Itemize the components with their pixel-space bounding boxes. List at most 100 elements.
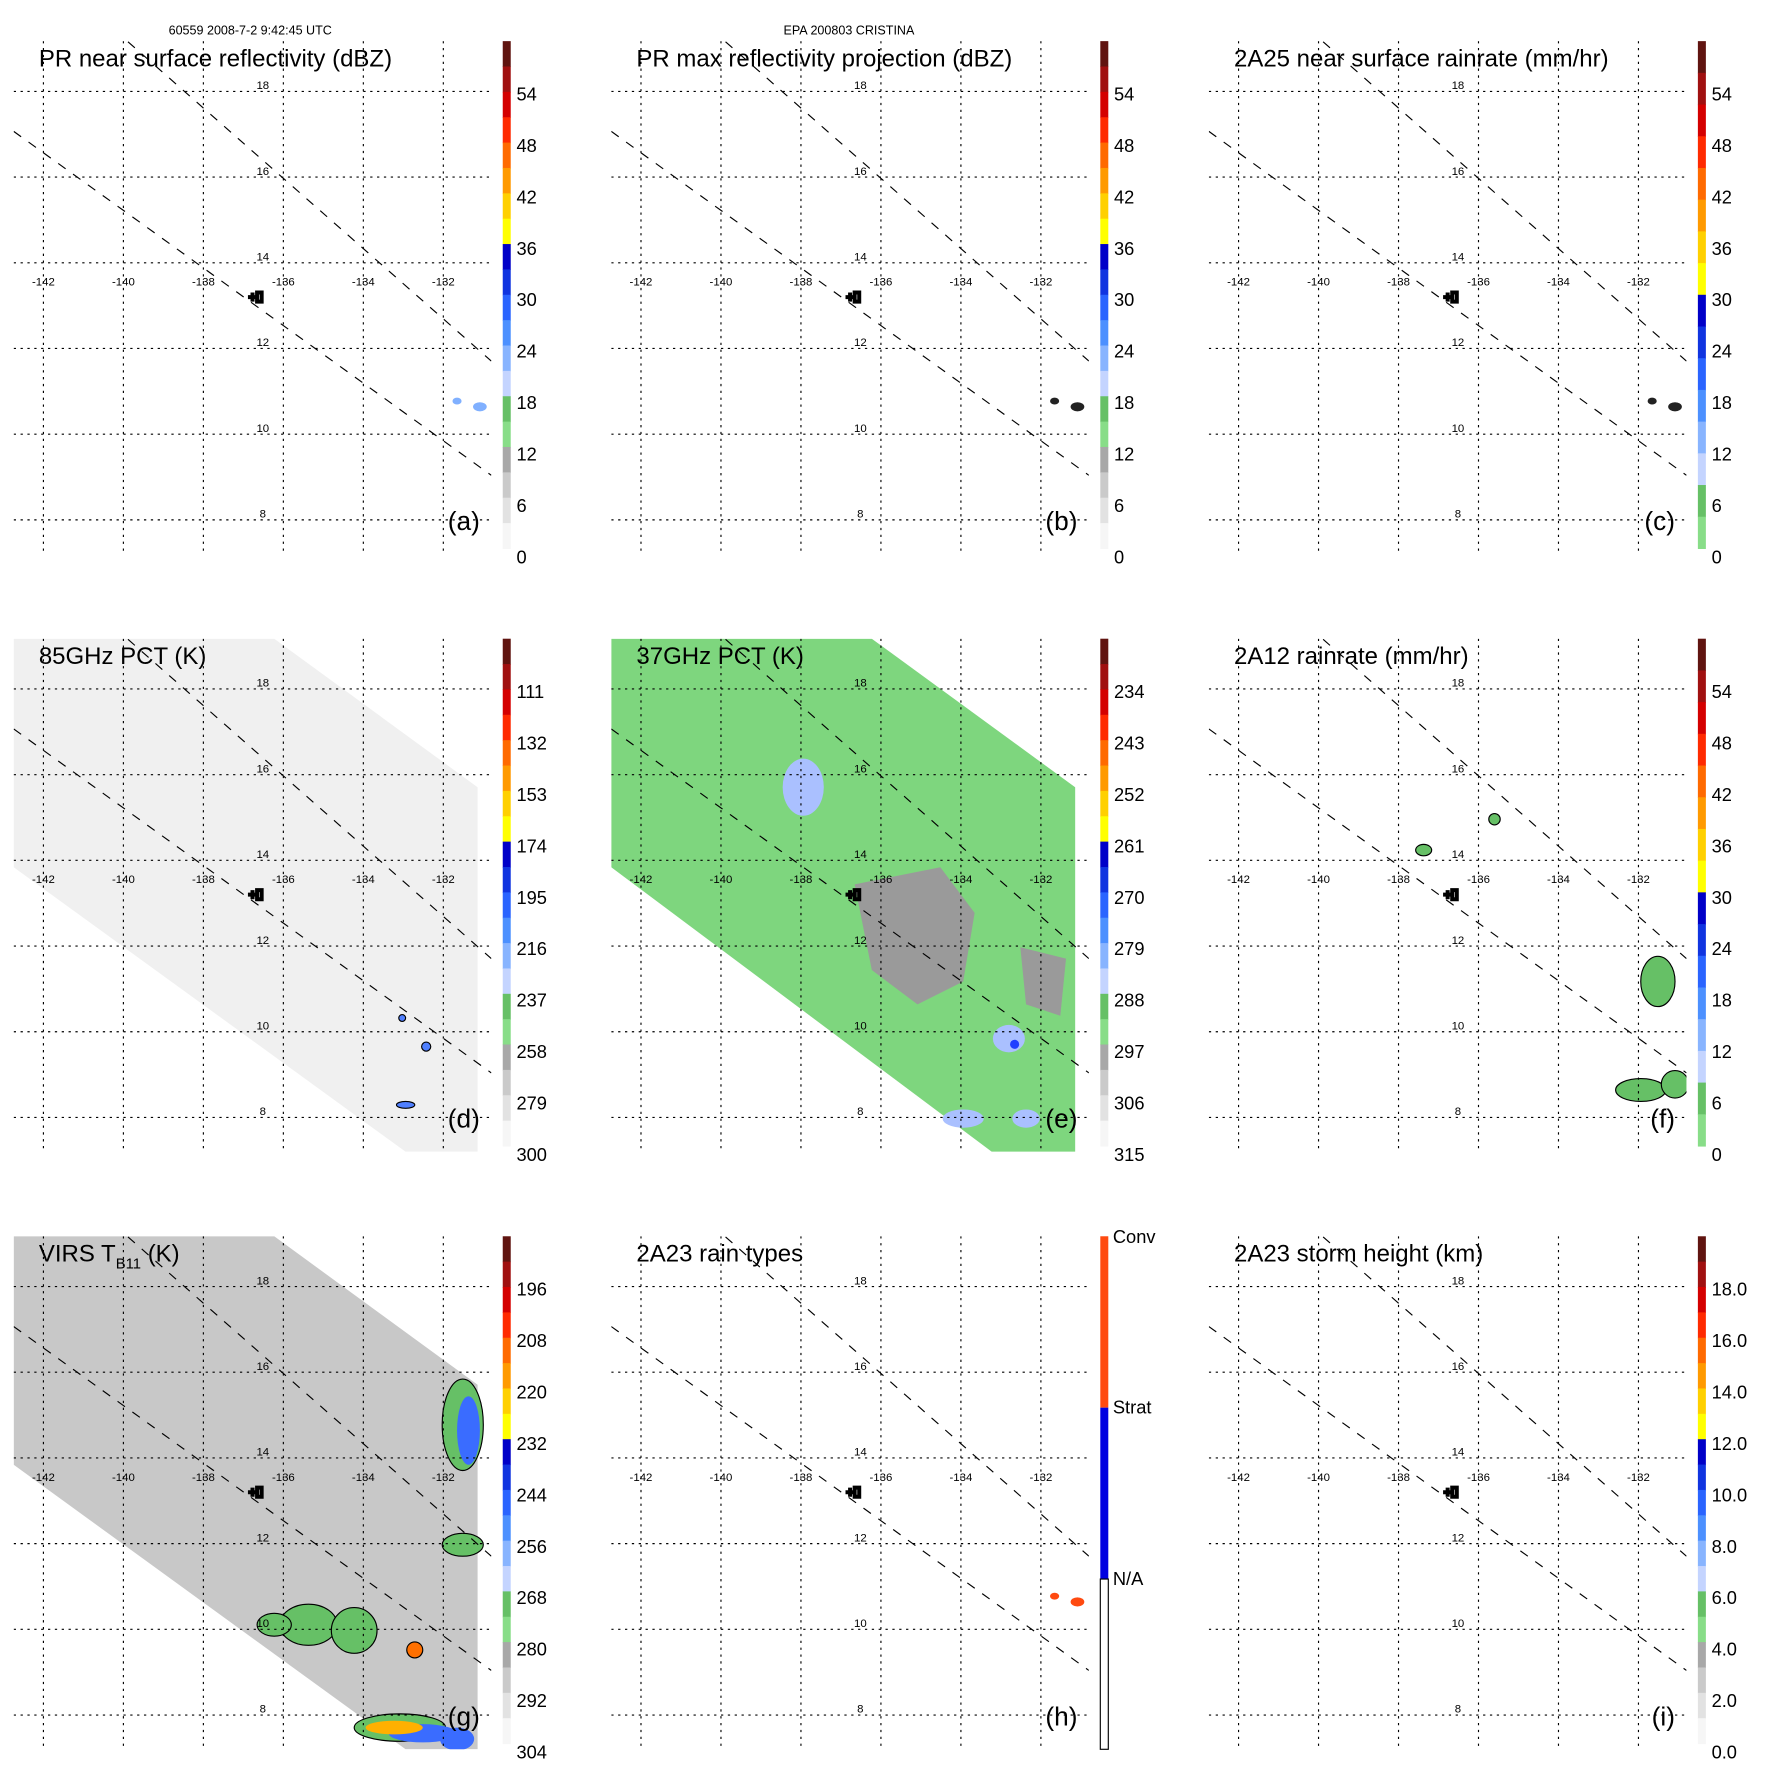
colorbar-label: 14.0 [1712, 1382, 1748, 1403]
colorbar-label: 30 [516, 289, 536, 310]
colorbar-segment [1697, 1337, 1706, 1364]
colorbar-segment [1100, 664, 1109, 691]
colorbar-segment [1697, 421, 1706, 454]
colorbar-segment [1697, 1261, 1706, 1288]
lon-label: -132 [1029, 1472, 1052, 1484]
colorbar-segment [502, 943, 511, 970]
lon-label: -134 [949, 277, 972, 289]
colorbar-segment [502, 421, 511, 448]
lon-label: -142 [32, 874, 55, 886]
colorbar-segment [1100, 1120, 1109, 1147]
colorbar-segment [1697, 1591, 1706, 1618]
panel-title: PR near surface reflectivity (dBZ) [39, 45, 392, 72]
swath-edge-line [13, 130, 492, 476]
lon-label: -132 [1627, 874, 1650, 886]
colorbar-label: 234 [1114, 681, 1144, 702]
colorbar-segment [1697, 1114, 1706, 1147]
panel-label: (f) [1650, 1104, 1675, 1134]
lat-label: 16 [1452, 1361, 1465, 1373]
colorbar-segment [1100, 816, 1109, 843]
colorbar-label: 153 [516, 784, 546, 805]
colorbar-segment [1100, 866, 1109, 893]
title-subscript: B11 [116, 1256, 141, 1272]
lat-label: 14 [854, 252, 867, 264]
lon-label: -140 [710, 874, 733, 886]
lat-label: 16 [854, 1361, 867, 1373]
colorbar-label: 268 [516, 1587, 546, 1608]
lat-label: 16 [1452, 166, 1465, 178]
lat-label: 16 [256, 763, 269, 775]
lon-label: -134 [352, 1472, 375, 1484]
map-area: -142 -140 -138 -136 -134 -132 18 16 14 12 10 8 [1208, 638, 1687, 1152]
colorbar-label: 0 [1712, 1144, 1722, 1165]
rain-cell [1091, 409, 1098, 416]
colorbar-segment [502, 345, 511, 372]
colorbar-segment [1100, 765, 1109, 792]
colorbar-segment [502, 1337, 511, 1364]
colorbar-label: 243 [1114, 733, 1144, 754]
swath-edge-line [13, 1326, 492, 1671]
lat-label: 8 [260, 1106, 266, 1118]
colorbar-segment [1697, 1019, 1706, 1052]
lat-label: 12 [854, 1532, 867, 1544]
storm-center-cross-icon [247, 1485, 264, 1499]
colorbar-label: 0 [1114, 546, 1124, 567]
lat-label: 12 [1452, 337, 1465, 349]
colorbar-label: 54 [1712, 681, 1732, 702]
colorbar-label: 24 [1712, 938, 1732, 959]
lon-label: -140 [1307, 277, 1330, 289]
colorbar-label: 6 [516, 495, 526, 516]
colorbar-segment [1100, 841, 1109, 868]
colorbar-label: 30 [1712, 887, 1732, 908]
colorbar-segment [502, 1489, 511, 1516]
colorbar-segment [502, 1591, 511, 1618]
colorbar-label: 261 [1114, 835, 1144, 856]
colorbar-label: 6 [1114, 495, 1124, 516]
colorbar-segment [1100, 1236, 1109, 1408]
rain-cell [1050, 1592, 1060, 1600]
colorbar-segment [1697, 1287, 1706, 1313]
lat-label: 16 [854, 166, 867, 178]
colorbar-label: 24 [1114, 341, 1134, 362]
colorbar-segment [1697, 41, 1706, 74]
colorbar-label: 300 [516, 1144, 546, 1165]
colorbar-segment [502, 816, 511, 843]
colorbar-label: 36 [1712, 835, 1732, 856]
lat-label: 14 [256, 849, 269, 861]
colorbar-label: 48 [1114, 135, 1134, 156]
rain-cell [441, 1532, 484, 1557]
colorbar-label: 42 [1712, 784, 1732, 805]
swath-edge-line [1208, 1326, 1687, 1671]
lat-label: 14 [1452, 252, 1465, 264]
lat-label: 10 [1452, 423, 1465, 435]
colorbar-segment [1100, 142, 1109, 169]
panel-label: (e) [1045, 1104, 1077, 1134]
colorbar-label: 195 [516, 887, 546, 908]
map-area: -142 -140 -138 -136 -134 -132 18 16 14 12 10 8 [13, 41, 501, 555]
colorbar-segment [1697, 358, 1706, 391]
colorbar-segment [502, 396, 511, 423]
lat-label: 8 [857, 509, 863, 521]
colorbar-label: 4.0 [1712, 1639, 1737, 1660]
colorbar-segment [1100, 638, 1109, 665]
colorbar-segment [502, 1095, 511, 1122]
colorbar-segment [1099, 1578, 1109, 1750]
colorbar-label: 244 [516, 1484, 546, 1505]
colorbar-segment [502, 1718, 511, 1745]
colorbar-label: 288 [1114, 990, 1144, 1011]
lon-label: -132 [1029, 277, 1052, 289]
colorbar-segment [502, 1566, 511, 1592]
colorbar-segment [1697, 765, 1706, 798]
colorbar-segment [1100, 1069, 1109, 1096]
colorbar-segment [502, 1363, 511, 1390]
rain-cell [494, 409, 501, 416]
colorbar-segment [1100, 446, 1109, 473]
colorbar-label: 48 [1712, 733, 1732, 754]
colorbar-label: 54 [1114, 84, 1134, 105]
colorbar-segment [1697, 1642, 1706, 1669]
swath-edge-line [611, 728, 1089, 1074]
lon-label: -140 [710, 1472, 733, 1484]
lon-label: -142 [1227, 277, 1250, 289]
colorbar-segment [502, 1540, 511, 1567]
